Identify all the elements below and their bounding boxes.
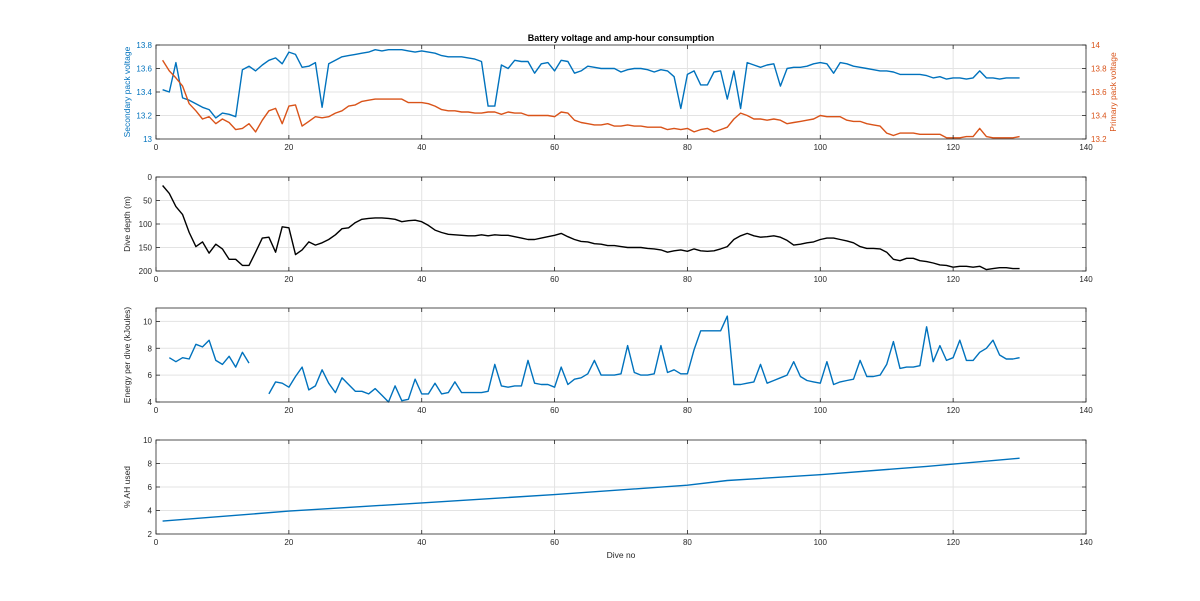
x-tick-label: 40 (417, 538, 426, 547)
x-tick-label: 80 (683, 538, 692, 547)
x-tick-label: 140 (1079, 275, 1093, 284)
x-tick-label: 20 (284, 143, 293, 152)
y-tick-label: 2 (148, 530, 153, 539)
axes-box (155, 307, 1087, 403)
y-tick-label: 0 (148, 173, 153, 182)
y-tick-label: 13.8 (136, 41, 152, 50)
x-tick-label: 20 (284, 538, 293, 547)
y-tick-label: 6 (148, 483, 153, 492)
y-tick-label: 13 (143, 135, 152, 144)
y-tick-label: 13.6 (136, 65, 152, 74)
subplot-1: 0 20 40 60 80 100 120 140 13 13.2 13.4 13.6 13.8 13.2… (122, 41, 1118, 152)
x-tick-label: 120 (946, 275, 960, 284)
x-tick-label: 0 (154, 275, 159, 284)
subplot-2: 0 20 40 60 80 100 120 140 0 50 100 150 200 Dive depth… (122, 173, 1093, 284)
subplots-container: 0 20 40 60 80 100 120 1401313.213.413.613.813.2… (122, 41, 1118, 560)
x-tick-label: 140 (1079, 143, 1093, 152)
x-tick-label: 60 (550, 538, 559, 547)
y-axis-label: Dive depth (m) (122, 196, 132, 252)
x-tick-label: 40 (417, 143, 426, 152)
figure-title: Battery voltage and amp-hour consumption (528, 33, 715, 43)
y-tick-label: 8 (148, 460, 153, 469)
y2-tick-label: 13.6 (1091, 88, 1107, 97)
x-tick-label: 140 (1079, 406, 1093, 415)
x-tick-label: 80 (683, 275, 692, 284)
y-axis-label: Secondary pack voltage (122, 46, 132, 137)
y-tick-label: 50 (143, 197, 152, 206)
x-tick-label: 140 (1079, 538, 1093, 547)
y-tick-label: 13.2 (136, 112, 152, 121)
x-tick-label: 100 (814, 275, 828, 284)
y-tick-label: 10 (143, 436, 152, 445)
series-line-1 (168, 339, 250, 368)
x-tick-label: 100 (814, 406, 828, 415)
y-axis-label: % AH used (122, 466, 132, 508)
y2-tick-label: 14 (1091, 41, 1100, 50)
y2-axis-label: Primary pack voltage (1108, 52, 1118, 132)
x-tick-label: 100 (814, 143, 828, 152)
x-tick-label: 80 (683, 406, 692, 415)
y-tick-label: 100 (139, 220, 153, 229)
subplot-3: 0 20 40 60 80 100 120 140 4 6 8 10 Energy per dive (… (122, 307, 1093, 415)
x-axis-label: Dive no (607, 550, 636, 560)
x-tick-label: 60 (550, 406, 559, 415)
x-tick-label: 20 (284, 275, 293, 284)
x-tick-label: 0 (154, 143, 159, 152)
subplot-4: 0 20 40 60 80 100 120 140 2 4 6 8 10 % AH used Dive no (122, 436, 1093, 560)
y-tick-label: 10 (143, 317, 152, 326)
y-tick-label: 200 (139, 267, 153, 276)
y-tick-label: 13.4 (136, 88, 152, 97)
series-line-2 (162, 59, 1020, 139)
x-tick-label: 100 (814, 538, 828, 547)
y2-tick-label: 13.8 (1091, 65, 1107, 74)
x-tick-label: 40 (417, 406, 426, 415)
y-tick-label: 150 (139, 244, 153, 253)
y-tick-label: 6 (148, 371, 153, 380)
plot-area (156, 308, 1086, 402)
y2-tick-label: 13.4 (1091, 112, 1107, 121)
series-line-1 (162, 49, 1020, 119)
series-line-1 (162, 185, 1020, 271)
x-tick-label: 80 (683, 143, 692, 152)
y-axis-label: Energy per dive (kJoules) (122, 307, 132, 404)
y-tick-label: 4 (148, 398, 153, 407)
x-tick-label: 120 (946, 143, 960, 152)
series-line-1 (162, 457, 1020, 522)
x-tick-label: 20 (284, 406, 293, 415)
x-tick-label: 0 (154, 538, 159, 547)
y-tick-label: 8 (148, 344, 153, 353)
x-tick-label: 60 (550, 275, 559, 284)
y-tick-label: 4 (148, 507, 153, 516)
y2-tick-label: 13.2 (1091, 135, 1107, 144)
series-line-2 (268, 315, 1020, 403)
x-tick-label: 0 (154, 406, 159, 415)
x-tick-label: 40 (417, 275, 426, 284)
x-tick-label: 60 (550, 143, 559, 152)
x-tick-label: 120 (946, 406, 960, 415)
x-tick-label: 120 (946, 538, 960, 547)
